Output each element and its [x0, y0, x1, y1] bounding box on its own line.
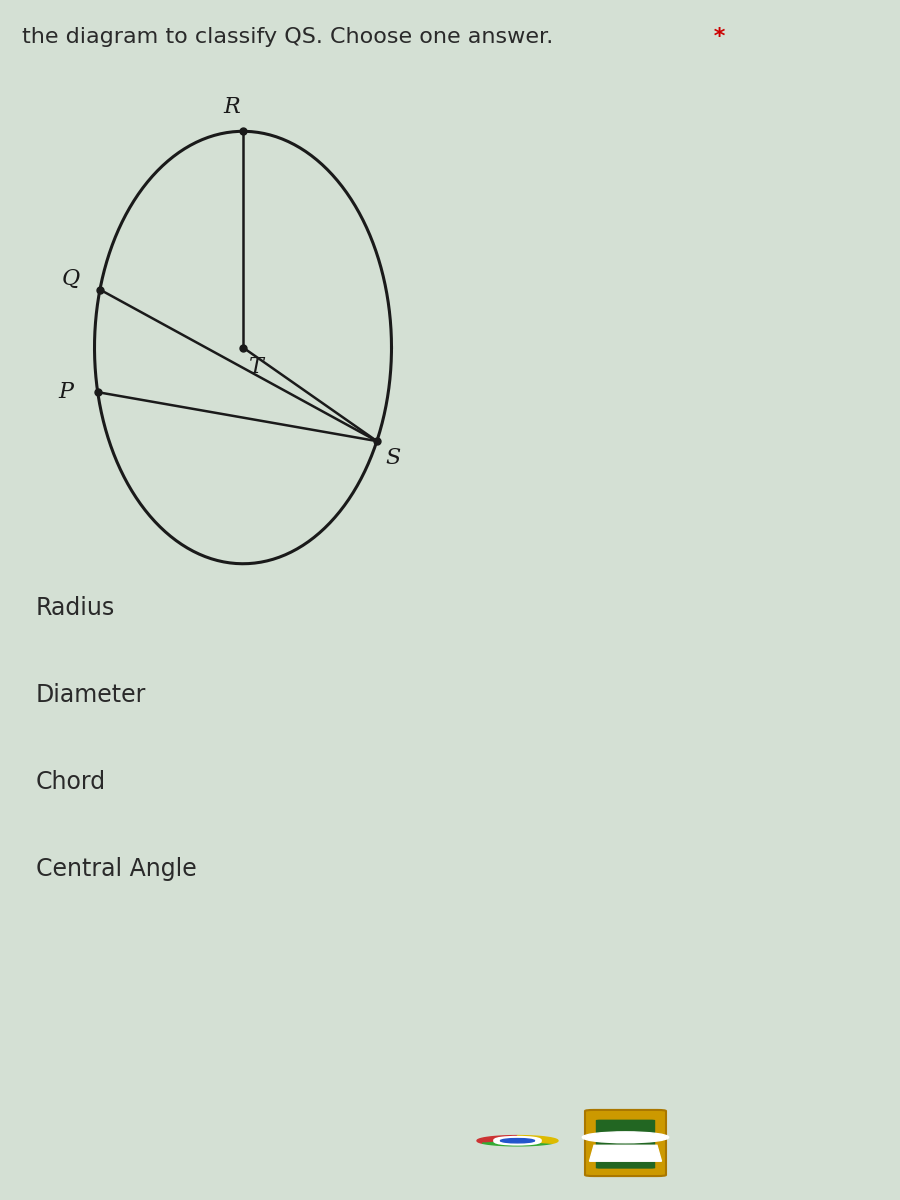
Circle shape — [500, 1139, 535, 1142]
Text: Central Angle: Central Angle — [36, 857, 197, 881]
Polygon shape — [482, 1141, 553, 1146]
Polygon shape — [518, 1135, 558, 1144]
Polygon shape — [590, 1145, 662, 1162]
Text: T: T — [249, 356, 264, 378]
Text: Chord: Chord — [36, 770, 106, 794]
Text: the diagram to classify QS. Choose one answer.: the diagram to classify QS. Choose one a… — [22, 28, 554, 47]
Text: *: * — [706, 28, 726, 47]
Text: R: R — [224, 96, 240, 119]
Text: Q: Q — [62, 268, 80, 289]
Polygon shape — [477, 1135, 517, 1144]
Text: P: P — [58, 382, 74, 403]
FancyBboxPatch shape — [596, 1120, 655, 1169]
Text: S: S — [385, 448, 400, 469]
FancyBboxPatch shape — [585, 1110, 666, 1176]
Circle shape — [582, 1132, 669, 1142]
Text: Radius: Radius — [36, 596, 115, 620]
Text: Diameter: Diameter — [36, 683, 147, 707]
